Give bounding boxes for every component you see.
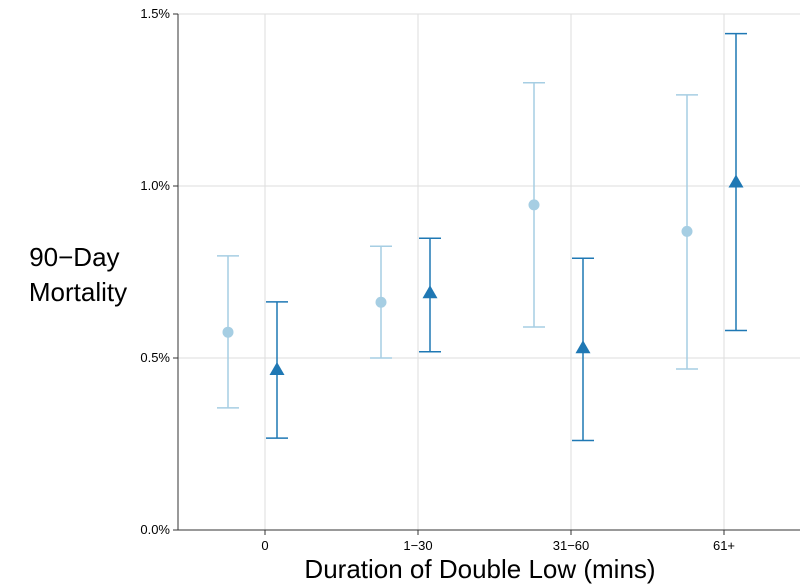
y-tick-label: 1.5% bbox=[140, 6, 170, 21]
y-tick-label: 0.0% bbox=[140, 522, 170, 537]
y-tick-label: 1.0% bbox=[140, 178, 170, 193]
data-point-triangle bbox=[575, 340, 591, 354]
x-tick-label: 1−30 bbox=[403, 538, 432, 553]
x-tick-label: 61+ bbox=[713, 538, 735, 553]
y-axis-label: 90−Day Mortality bbox=[29, 242, 127, 307]
y-axis-label-line-1: 90−Day bbox=[29, 242, 119, 272]
grid-layer bbox=[178, 13, 800, 531]
data-point-circle bbox=[375, 296, 387, 308]
axes-layer bbox=[177, 14, 800, 531]
series-1 bbox=[217, 82, 698, 409]
data-point-circle bbox=[681, 225, 693, 237]
x-tick-label: 0 bbox=[261, 538, 268, 553]
data-point-triangle bbox=[269, 361, 285, 375]
y-tick-label: 0.5% bbox=[140, 350, 170, 365]
data-point-circle bbox=[222, 326, 234, 338]
x-tick-label: 31−60 bbox=[553, 538, 590, 553]
data-point-triangle bbox=[422, 285, 438, 299]
data-point-triangle bbox=[728, 174, 744, 188]
y-axis-label-line-2: Mortality bbox=[29, 277, 127, 307]
x-tick-layer: 0 1−30 31−60 61+ bbox=[261, 530, 735, 553]
series-2 bbox=[266, 32, 747, 442]
data-point-circle bbox=[528, 199, 540, 211]
series-layer bbox=[217, 32, 747, 442]
x-axis-label: Duration of Double Low (mins) bbox=[304, 554, 655, 584]
y-tick-layer: 0.0% 0.5% 1.0% 1.5% bbox=[140, 6, 178, 537]
